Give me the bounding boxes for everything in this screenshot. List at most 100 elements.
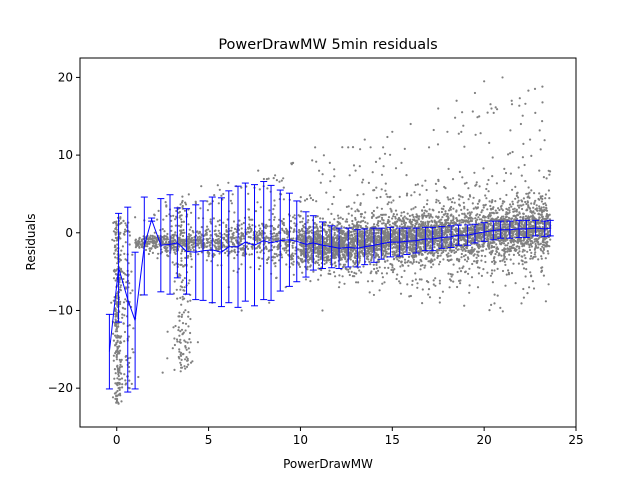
scatter-point xyxy=(260,249,263,252)
scatter-point xyxy=(367,250,371,254)
scatter-point xyxy=(448,233,451,236)
scatter-point xyxy=(345,243,348,246)
scatter-point xyxy=(314,215,317,219)
scatter-point xyxy=(369,272,372,275)
scatter-point xyxy=(458,203,461,206)
scatter-point xyxy=(507,269,510,272)
scatter-point xyxy=(383,254,387,257)
scatter-point xyxy=(255,247,258,250)
scatter-point xyxy=(412,260,415,264)
scatter-point xyxy=(537,258,540,261)
scatter-point xyxy=(374,235,377,238)
scatter-point xyxy=(347,270,350,273)
scatter-point xyxy=(423,266,426,269)
scatter-point xyxy=(524,215,528,218)
scatter-point xyxy=(281,237,284,240)
scatter-point xyxy=(301,240,304,243)
scatter-point xyxy=(273,218,276,221)
scatter-point xyxy=(540,257,543,260)
scatter-point xyxy=(119,267,123,270)
scatter-point xyxy=(187,363,190,366)
scatter-point xyxy=(273,245,276,248)
scatter-point xyxy=(247,247,250,250)
scatter-point xyxy=(541,222,545,225)
scatter-point xyxy=(480,259,483,262)
scatter-point xyxy=(145,241,148,244)
scatter-point xyxy=(475,243,478,246)
scatter-point xyxy=(421,264,424,267)
scatter-point xyxy=(475,183,478,186)
scatter-point xyxy=(521,250,524,253)
scatter-point xyxy=(230,229,233,232)
scatter-point xyxy=(200,239,203,242)
scatter-point xyxy=(243,237,246,240)
scatter-point xyxy=(114,256,117,259)
scatter-point xyxy=(431,208,434,211)
scatter-point xyxy=(151,241,154,244)
scatter-point xyxy=(403,220,406,223)
scatter-point xyxy=(114,313,117,316)
scatter-point xyxy=(442,205,445,208)
scatter-point xyxy=(182,352,185,356)
scatter-point xyxy=(300,228,303,232)
scatter-point xyxy=(382,222,385,225)
scatter-point xyxy=(519,225,522,228)
scatter-point xyxy=(415,221,418,224)
scatter-point xyxy=(250,253,253,256)
scatter-point xyxy=(490,208,493,211)
scatter-point xyxy=(494,209,497,212)
scatter-point xyxy=(404,221,407,224)
scatter-point xyxy=(418,215,421,218)
scatter-point xyxy=(309,239,312,242)
scatter-point xyxy=(355,223,359,226)
scatter-point xyxy=(380,216,384,219)
scatter-point xyxy=(184,201,187,204)
scatter-point xyxy=(507,216,510,219)
scatter-point xyxy=(349,267,352,270)
scatter-point xyxy=(122,271,125,275)
scatter-point xyxy=(127,365,131,369)
scatter-point xyxy=(138,246,141,249)
scatter-point xyxy=(323,262,326,266)
scatter-point xyxy=(360,271,363,274)
scatter-point xyxy=(514,185,517,188)
scatter-point xyxy=(166,246,169,249)
scatter-point xyxy=(478,240,481,243)
scatter-point xyxy=(495,224,498,227)
scatter-point xyxy=(138,236,141,239)
scatter-point xyxy=(531,211,534,214)
scatter-point xyxy=(366,255,369,258)
scatter-point xyxy=(498,208,501,212)
scatter-point xyxy=(493,293,496,296)
scatter-point xyxy=(400,246,403,249)
scatter-point xyxy=(388,223,391,226)
scatter-point xyxy=(117,325,120,328)
scatter-point xyxy=(495,234,498,237)
scatter-point xyxy=(223,233,226,236)
scatter-point xyxy=(273,252,276,255)
scatter-point xyxy=(461,196,464,199)
scatter-point xyxy=(359,203,362,206)
scatter-point xyxy=(444,226,447,229)
scatter-point xyxy=(471,262,474,266)
scatter-point xyxy=(285,227,288,230)
scatter-point xyxy=(522,237,526,240)
scatter-point xyxy=(120,377,124,380)
scatter-point xyxy=(187,233,191,236)
scatter-point xyxy=(395,256,398,259)
scatter-point xyxy=(114,310,117,313)
scatter-point xyxy=(480,254,483,257)
scatter-point xyxy=(118,258,121,261)
scatter-point xyxy=(309,280,312,283)
scatter-point xyxy=(507,242,510,245)
scatter-point xyxy=(286,236,289,239)
scatter-point xyxy=(480,211,483,214)
scatter-point xyxy=(495,222,499,225)
scatter-point xyxy=(179,330,182,333)
scatter-point xyxy=(117,335,120,338)
scatter-point xyxy=(522,239,525,242)
scatter-point xyxy=(458,219,461,222)
scatter-point xyxy=(313,235,316,238)
scatter-point xyxy=(528,248,532,252)
scatter-point xyxy=(437,239,440,243)
